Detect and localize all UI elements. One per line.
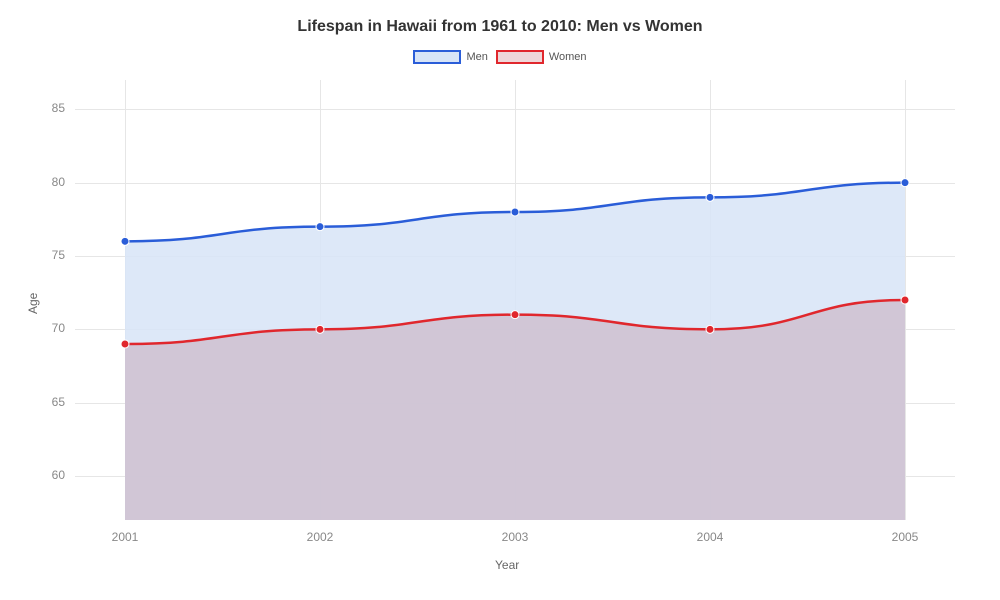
- x-axis-label: Year: [495, 558, 519, 572]
- plot-area: 20012002200320042005 606570758085: [75, 80, 955, 520]
- y-tick-label: 60: [25, 468, 65, 482]
- x-tick-label: 2005: [875, 530, 935, 544]
- plot-svg: [75, 80, 955, 520]
- legend-item-women[interactable]: Women: [496, 50, 587, 64]
- data-point[interactable]: [511, 311, 519, 319]
- chart-container: Lifespan in Hawaii from 1961 to 2010: Me…: [0, 0, 1000, 600]
- legend-label-women: Women: [549, 51, 587, 63]
- data-point[interactable]: [901, 296, 909, 304]
- chart-title: Lifespan in Hawaii from 1961 to 2010: Me…: [0, 18, 1000, 36]
- y-tick-label: 80: [25, 175, 65, 189]
- data-point[interactable]: [706, 193, 714, 201]
- data-point[interactable]: [901, 179, 909, 187]
- x-tick-label: 2001: [95, 530, 155, 544]
- y-tick-label: 75: [25, 248, 65, 262]
- data-point[interactable]: [316, 223, 324, 231]
- data-point[interactable]: [316, 325, 324, 333]
- x-tick-label: 2002: [290, 530, 350, 544]
- legend: Men Women: [0, 50, 1000, 64]
- x-tick-label: 2003: [485, 530, 545, 544]
- legend-item-men[interactable]: Men: [413, 50, 487, 64]
- legend-swatch-women: [496, 50, 544, 64]
- y-axis-label: Age: [26, 293, 40, 314]
- legend-swatch-men: [413, 50, 461, 64]
- y-tick-label: 65: [25, 395, 65, 409]
- data-point[interactable]: [706, 325, 714, 333]
- y-tick-label: 70: [25, 321, 65, 335]
- data-point[interactable]: [511, 208, 519, 216]
- y-tick-label: 85: [25, 101, 65, 115]
- x-tick-label: 2004: [680, 530, 740, 544]
- data-point[interactable]: [121, 237, 129, 245]
- legend-label-men: Men: [466, 51, 487, 63]
- data-point[interactable]: [121, 340, 129, 348]
